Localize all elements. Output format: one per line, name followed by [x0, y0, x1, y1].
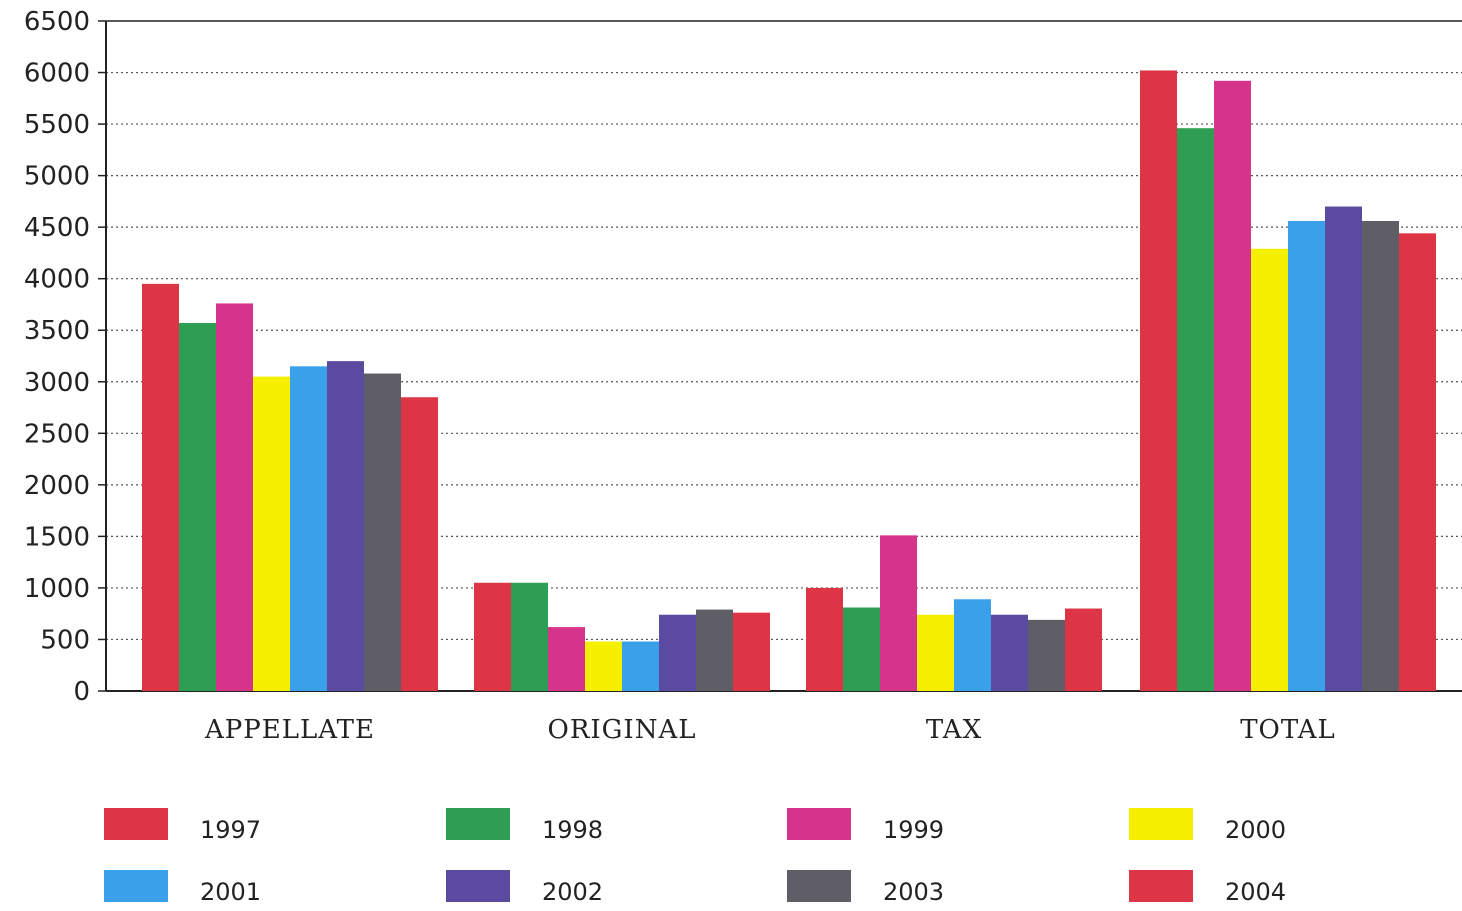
y-tick-labels: 0 500 1000 1500 2000 2500 3000 3500 4000 4500 5000… — [24, 7, 90, 707]
bar-original-2003 — [696, 609, 733, 691]
bar-tax-2004 — [1065, 608, 1102, 691]
category-label-total: TOTAL — [1240, 715, 1336, 745]
y-tick-label: 3000 — [24, 368, 90, 398]
y-tick-label: 5500 — [24, 110, 90, 140]
y-tick-label: 1500 — [24, 522, 90, 552]
bar-total-2004 — [1399, 233, 1436, 692]
legend-swatch-1997 — [104, 808, 168, 840]
bar-tax-1999 — [880, 535, 917, 691]
bar-appellate-2002 — [327, 361, 364, 691]
y-tick-label: 500 — [40, 625, 90, 655]
bar-original-2002 — [659, 614, 696, 691]
bar-appellate-1997 — [142, 283, 179, 691]
category-label-tax: TAX — [926, 715, 982, 745]
bar-appellate-1999 — [216, 303, 253, 691]
legend-label-2000: 2000 — [1225, 816, 1286, 844]
category-label-original: ORIGINAL — [548, 715, 697, 745]
legend-label-1999: 1999 — [883, 816, 944, 844]
category-labels: APPELLATE ORIGINAL TAX TOTAL — [204, 715, 1336, 745]
bars — [142, 70, 1436, 692]
y-tick-label: 0 — [73, 677, 90, 707]
bar-appellate-1998 — [179, 323, 216, 691]
legend-label-2002: 2002 — [542, 878, 603, 906]
legend-label-2003: 2003 — [883, 878, 944, 906]
y-tick-label: 6500 — [24, 7, 90, 37]
y-tick-label: 2500 — [24, 419, 90, 449]
bar-tax-2000 — [917, 614, 954, 691]
legend-swatch-2000 — [1129, 808, 1193, 840]
bar-original-2004 — [733, 612, 770, 691]
legend-swatch-2001 — [104, 870, 168, 902]
legend-swatch-2002 — [446, 870, 510, 902]
bar-tax-1997 — [806, 587, 843, 691]
bar-original-1999 — [548, 627, 585, 691]
bar-tax-2001 — [954, 599, 991, 691]
bar-tax-2003 — [1028, 619, 1065, 691]
bar-original-1998 — [511, 582, 548, 691]
legend: 1997 1998 1999 2000 2001 2002 2003 2004 — [104, 808, 1286, 906]
bar-total-2002 — [1325, 206, 1362, 692]
bar-original-1997 — [474, 582, 511, 691]
y-tick-label: 4000 — [24, 265, 90, 295]
legend-label-1998: 1998 — [542, 816, 603, 844]
bar-total-2000 — [1251, 248, 1288, 692]
bar-total-1997 — [1140, 70, 1177, 691]
bar-total-2003 — [1362, 220, 1399, 691]
bar-total-1998 — [1177, 128, 1214, 691]
legend-label-1997: 1997 — [200, 816, 261, 844]
legend-swatch-2003 — [787, 870, 851, 902]
y-tick-label: 2000 — [24, 471, 90, 501]
bar-appellate-2001 — [290, 366, 327, 691]
y-tick-label: 4500 — [24, 213, 90, 243]
y-tick-label: 3500 — [24, 316, 90, 346]
bar-appellate-2000 — [253, 376, 290, 691]
legend-label-2004: 2004 — [1225, 878, 1286, 906]
bar-tax-1998 — [843, 607, 880, 691]
legend-label-2001: 2001 — [200, 878, 261, 906]
bar-appellate-2003 — [364, 373, 401, 691]
y-tick-label: 5000 — [24, 162, 90, 192]
bar-total-2001 — [1288, 220, 1325, 691]
legend-swatch-1998 — [446, 808, 510, 840]
y-tick-label: 6000 — [24, 59, 90, 89]
bar-original-2001 — [622, 641, 659, 691]
bar-tax-2002 — [991, 614, 1028, 691]
bar-original-2000 — [585, 641, 622, 691]
legend-swatch-1999 — [787, 808, 851, 840]
bar-total-1999 — [1214, 80, 1251, 692]
legend-swatch-2004 — [1129, 870, 1193, 902]
y-tick-label: 1000 — [24, 574, 90, 604]
category-label-appellate: APPELLATE — [204, 715, 375, 745]
bar-appellate-2004 — [401, 397, 438, 691]
